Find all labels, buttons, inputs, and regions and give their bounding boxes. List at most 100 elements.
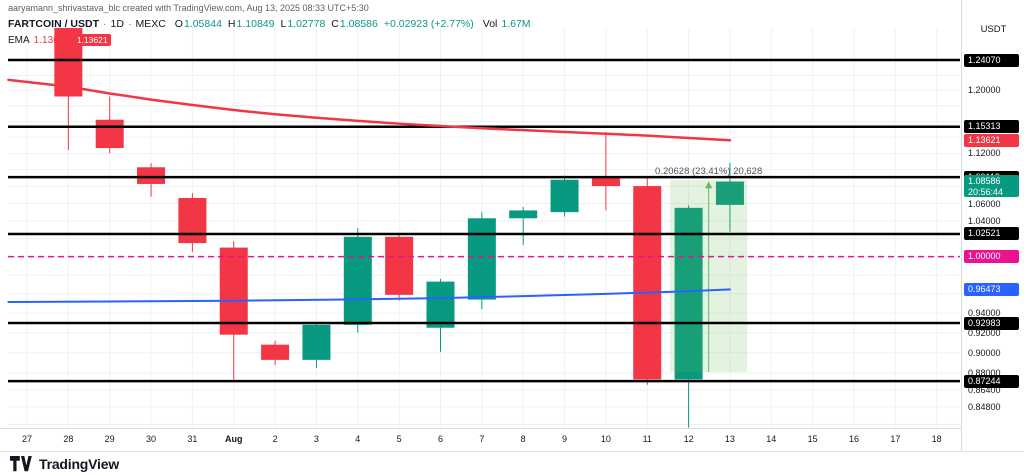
time-tick-label: 27	[21, 434, 32, 444]
candle-body	[591, 178, 620, 187]
time-tick-label: 10	[600, 434, 611, 444]
price-tick-label: 0.88000	[968, 368, 1001, 379]
price-tick-label: 1.04000	[968, 215, 1001, 226]
time-tick-label: 14	[766, 434, 777, 444]
time-tick-label: 13	[724, 434, 735, 444]
time-tick-label: 9	[562, 434, 568, 444]
tradingview-wordmark[interactable]: TradingView	[39, 456, 120, 472]
bar-close-countdown: 20:56:44	[968, 186, 1004, 197]
level-price-label: 1.15313	[964, 120, 1019, 134]
time-tick-label: 3	[313, 434, 319, 444]
ohlc-key: H	[227, 18, 236, 30]
time-tick-label: 31	[187, 434, 198, 444]
chart-legend: FARTCOIN / USDT · 1D · MEXC O 1.05844 H 1.1…	[8, 18, 531, 46]
price-range-label: 0.20628 (23.41%) 20,628	[655, 166, 762, 177]
ma-line	[7, 288, 731, 303]
ema-value: 1.13621	[33, 34, 70, 46]
ema-price-label: 1.13621	[964, 133, 1019, 147]
time-tick-label: 7	[479, 434, 485, 444]
candle-body	[509, 210, 538, 219]
time-tick-label: Aug	[225, 434, 243, 444]
ema-badge: 1.13621	[73, 34, 111, 46]
ohlc-value: 1.02778	[287, 18, 326, 30]
ohlc-value: 1.08586	[339, 18, 378, 30]
interval-label[interactable]: 1D	[110, 18, 124, 30]
ohlc-pair: C 1.08586	[331, 18, 378, 30]
ohlc-key: O	[174, 18, 183, 30]
level-price-label: 1.02521	[964, 227, 1019, 241]
last-price-label: 1.08586 20:56:44	[964, 175, 1019, 198]
ohlc-key: C	[331, 18, 339, 30]
ma-price-label: 0.96473	[964, 282, 1019, 296]
ema-label: EMA	[8, 34, 30, 46]
price-tick-label: 0.92000	[968, 327, 1001, 338]
price-tick-label: 0.84800	[968, 402, 1001, 412]
candle-body	[137, 167, 166, 184]
candle-body	[715, 181, 744, 205]
symbol-name[interactable]: FARTCOIN / USDT	[8, 18, 99, 30]
time-tick-label: 5	[396, 434, 402, 444]
ohlc-value: 1.10849	[236, 18, 275, 30]
ohlc-pair: H 1.10849	[228, 18, 275, 30]
last-price-value: 1.08586	[968, 176, 1001, 187]
ohlc-values: O 1.05844 H 1.10849 L 1.02778 C 1.08586	[175, 18, 378, 30]
attribution-text: aaryamann_shrivastava_blc created with T…	[8, 3, 369, 13]
ema-line	[7, 78, 732, 142]
candle-body	[674, 207, 703, 380]
symbol-row: FARTCOIN / USDT · 1D · MEXC O 1.05844 H 1.1…	[8, 18, 531, 30]
price-axis-currency-label: USDT	[980, 24, 1007, 35]
price-tick-label: 1.20000	[968, 85, 1001, 96]
ema-legend-row[interactable]: EMA 1.13621 1.13621	[8, 34, 531, 46]
tradingview-logo-icon[interactable]	[10, 456, 32, 472]
price-tick-label: 0.94000	[968, 308, 1001, 319]
level-price-label: 1.24070	[964, 53, 1019, 67]
candle-body	[467, 218, 496, 300]
price-tick-label: 0.90000	[968, 347, 1001, 358]
volume-value: 1.67M	[501, 18, 531, 30]
candle-body	[426, 281, 455, 328]
candle-body	[178, 197, 207, 244]
time-tick-label: 15	[807, 434, 818, 444]
time-tick-label: 17	[890, 434, 901, 444]
separator-dot: ·	[127, 18, 132, 30]
time-tick-label: 28	[63, 434, 74, 444]
candle-body	[95, 119, 124, 149]
time-tick-label: 12	[683, 434, 694, 444]
time-tick-label: 29	[104, 434, 115, 444]
price-range-arrowhead	[705, 181, 713, 189]
candle-body	[385, 236, 414, 295]
candle-body	[550, 179, 579, 213]
separator-dot: ·	[103, 18, 107, 30]
candle-body	[261, 344, 290, 360]
price-tick-label: 0.86400	[968, 384, 1001, 395]
time-tick-label: 30	[146, 434, 157, 444]
time-tick-label: 6	[437, 434, 443, 444]
candle-body	[633, 186, 662, 380]
level-price-label: 0.87244	[964, 374, 1019, 388]
time-tick-label: 11	[642, 434, 652, 444]
time-tick-label: 18	[931, 434, 942, 444]
time-tick-label: 2	[272, 434, 278, 444]
ohlc-pair: O 1.05844	[175, 18, 222, 30]
candle-body	[343, 236, 372, 325]
time-tick-label: 16	[848, 434, 859, 444]
time-tick-label: 8	[520, 434, 526, 444]
time-tick-label: 4	[355, 434, 361, 444]
price-tick-label: 1.12000	[968, 148, 1001, 159]
candle-body	[219, 247, 248, 335]
time-axis[interactable]: 27 28 29 30 31 Aug 2 3 4 5 6 7 8 9 10 11 12 13 14 15 16 17 18	[0, 428, 1024, 452]
ohlc-key: L	[280, 18, 287, 30]
footer: TradingView	[0, 451, 1024, 476]
price-tick-label: 1.06000	[968, 198, 1001, 209]
change-value: +0.02923 (+2.77%)	[383, 18, 474, 30]
dashed-level-price-label: 1.00000	[964, 250, 1019, 264]
volume-label: Vol	[482, 18, 498, 30]
ohlc-value: 1.05844	[183, 18, 222, 30]
price-axis[interactable]: USDT 1.20000 1.12000 1.06000 1.04000 0.94000…	[961, 0, 1024, 451]
chart-canvas[interactable]: 0.20628 (23.41%) 20,628	[0, 0, 1024, 451]
ohlc-pair: L 1.02778	[280, 18, 325, 30]
candle-body	[302, 324, 331, 360]
level-price-label: 0.92983	[964, 316, 1019, 330]
exchange-label[interactable]: MEXC	[135, 18, 166, 30]
